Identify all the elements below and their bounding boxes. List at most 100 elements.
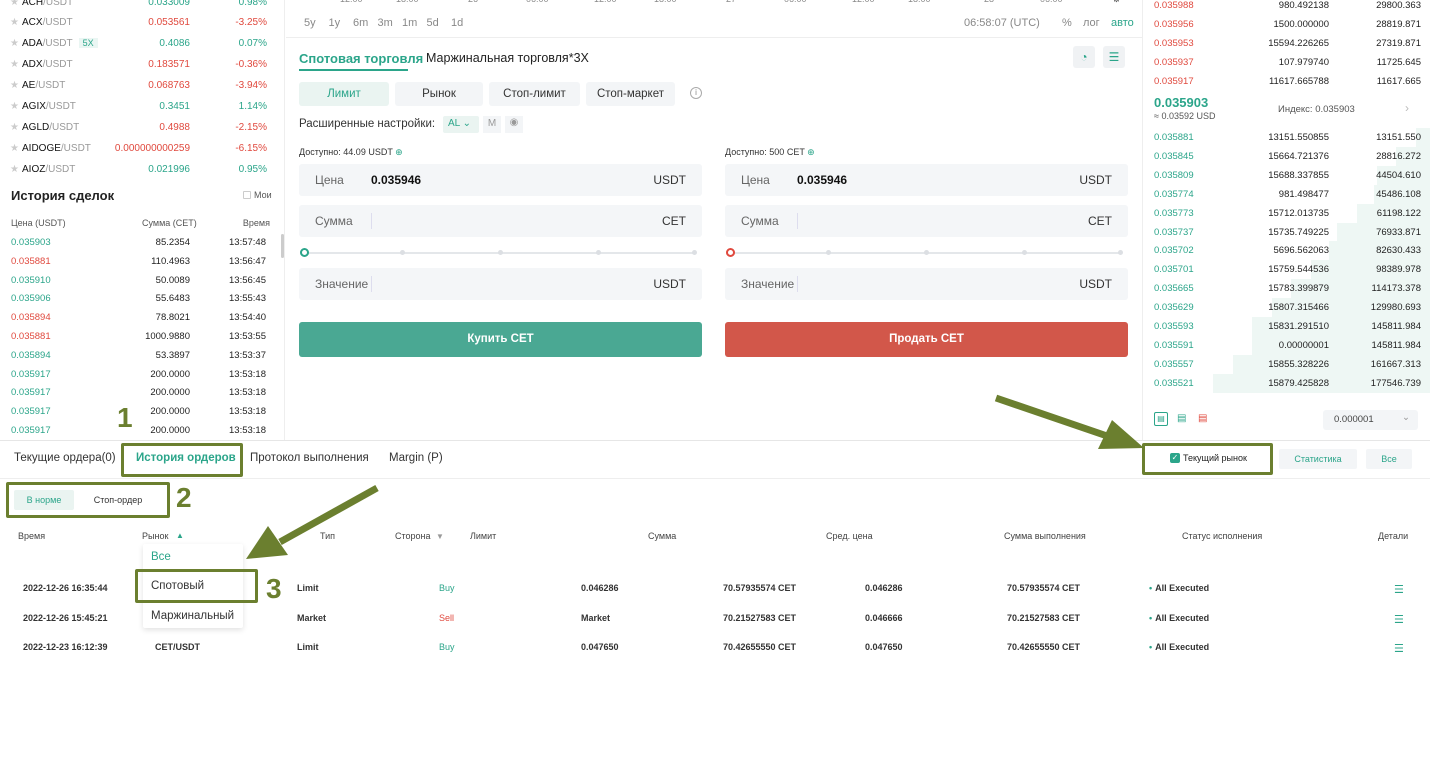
all-button[interactable]: Все bbox=[1366, 449, 1412, 469]
star-icon[interactable]: ★ bbox=[10, 163, 19, 175]
range-5y[interactable]: 5y bbox=[304, 17, 316, 29]
ask-row[interactable]: 0.035937 107.979740 11725.645 bbox=[1143, 53, 1430, 72]
plus-circle-icon[interactable]: ⊕ bbox=[395, 147, 403, 157]
market-row[interactable]: ★ AIDOGE/USDT 0.000000000259 -6.15% bbox=[0, 138, 280, 158]
tab-spot[interactable]: Спотовая торговля bbox=[299, 51, 424, 66]
bid-row[interactable]: 0.035702 5696.562063 82630.433 bbox=[1143, 241, 1430, 261]
bid-row[interactable]: 0.035593 15831.291510 145811.984 bbox=[1143, 317, 1430, 336]
plus-circle-icon[interactable]: ⊕ bbox=[807, 147, 815, 157]
bid-row[interactable]: 0.035774 981.498477 45486.108 bbox=[1143, 184, 1430, 204]
buy-price-value[interactable]: 0.035946 bbox=[371, 173, 422, 187]
star-icon[interactable]: ★ bbox=[10, 121, 19, 133]
sell-button[interactable]: Продать CET bbox=[725, 322, 1128, 357]
chevron-right-icon[interactable]: › bbox=[1405, 101, 1409, 115]
star-icon[interactable]: ★ bbox=[10, 80, 19, 92]
sell-value-field[interactable]: Значение USDT bbox=[725, 268, 1128, 300]
sell-price-field[interactable]: Цена 0.035946 USDT bbox=[725, 164, 1128, 196]
buy-price-field[interactable]: Цена 0.035946 USDT bbox=[299, 164, 702, 196]
sell-price-value[interactable]: 0.035946 bbox=[797, 173, 848, 187]
auto-toggle[interactable]: авто bbox=[1111, 17, 1134, 29]
type-stop-limit[interactable]: Стоп-лимит bbox=[489, 82, 580, 106]
buy-amount-field[interactable]: Сумма CET bbox=[299, 205, 702, 237]
market-row[interactable]: ★ ACH/USDT 0.033009 0.98% bbox=[0, 0, 280, 12]
range-5d[interactable]: 5d bbox=[426, 17, 439, 29]
col-header[interactable]: Сторона bbox=[395, 531, 431, 541]
details-list-icon[interactable]: ☰ bbox=[1394, 584, 1404, 596]
range-3m[interactable]: 3m bbox=[377, 17, 393, 29]
details-list-icon[interactable]: ☰ bbox=[1394, 613, 1404, 626]
market-row[interactable]: ★ ADX/USDT 0.183571 -0.36% bbox=[0, 55, 280, 75]
adv-m-toggle[interactable]: M bbox=[483, 116, 501, 133]
bid-row[interactable]: 0.035809 15688.337855 44504.610 bbox=[1143, 165, 1430, 185]
ask-row[interactable]: 0.035988 980.492138 29800.363 bbox=[1143, 0, 1430, 15]
stats-button[interactable]: Статистика bbox=[1279, 449, 1357, 469]
adv-al-select[interactable]: AL ⌄ bbox=[443, 116, 479, 133]
ask-row[interactable]: 0.035953 15594.226265 27319.871 bbox=[1143, 34, 1430, 53]
star-icon[interactable]: ★ bbox=[10, 17, 19, 29]
dropdown-option-spot[interactable]: Спотовый bbox=[151, 580, 205, 592]
market-row[interactable]: ★ AGLD/USDT 0.4988 -2.15% bbox=[0, 117, 280, 137]
bid-row[interactable]: 0.035591 0.00000001 145811.984 bbox=[1143, 335, 1430, 355]
col-header[interactable]: Рынок bbox=[142, 531, 169, 541]
range-1m[interactable]: 1m bbox=[402, 17, 418, 29]
tab-margin-p[interactable]: Margin (P) bbox=[389, 452, 443, 464]
subtab-stop-order[interactable]: Стоп-ордер bbox=[93, 495, 143, 505]
bid-row[interactable]: 0.035665 15783.399879 114173.378 bbox=[1143, 279, 1430, 299]
star-icon[interactable]: ★ bbox=[10, 101, 19, 112]
star-icon[interactable]: ★ bbox=[10, 142, 19, 154]
bid-row[interactable]: 0.035521 15879.425828 177546.739 bbox=[1143, 373, 1430, 393]
bid-row[interactable]: 0.035881 13151.550855 13151.550 bbox=[1143, 128, 1430, 147]
pie-chart-icon[interactable]: ◔ bbox=[1073, 46, 1095, 68]
sort-up-icon[interactable]: ▲ bbox=[176, 531, 184, 540]
tab-order-history[interactable]: История ордеров bbox=[136, 452, 236, 464]
market-row[interactable]: ★ AGIX/USDT 0.3451 1.14% bbox=[0, 97, 280, 117]
precision-select[interactable]: 0.000001 ⌄ bbox=[1323, 410, 1418, 430]
scrollbar[interactable] bbox=[281, 234, 284, 258]
range-6m[interactable]: 6m bbox=[353, 17, 369, 29]
market-row[interactable]: ★ ADA/USDT 5X 0.4086 0.07% bbox=[0, 34, 280, 54]
sell-amount-field[interactable]: Сумма CET bbox=[725, 205, 1128, 237]
star-icon[interactable]: ★ bbox=[10, 59, 19, 71]
tab-execution-log[interactable]: Протокол выполнения bbox=[250, 452, 369, 464]
ask-row[interactable]: 0.035956 1500.000000 28819.871 bbox=[1143, 15, 1430, 34]
sliders-icon[interactable]: ☰ bbox=[1103, 46, 1125, 68]
sell-slider[interactable] bbox=[726, 248, 1123, 257]
star-icon[interactable]: ★ bbox=[10, 38, 19, 50]
buy-button[interactable]: Купить CET bbox=[299, 322, 702, 357]
sell-slider-handle[interactable] bbox=[726, 248, 735, 257]
range-1d[interactable]: 1d bbox=[451, 17, 464, 29]
log-toggle[interactable]: лог bbox=[1083, 17, 1100, 29]
eye-icon[interactable]: ◉ bbox=[505, 116, 523, 133]
dropdown-option-all[interactable]: Все bbox=[151, 551, 171, 563]
dropdown-option-margin[interactable]: Маржинальный bbox=[151, 610, 235, 622]
settings-icon[interactable]: ⚙ bbox=[1112, 0, 1121, 5]
bid-row[interactable]: 0.035773 15712.013735 61198.122 bbox=[1143, 203, 1430, 223]
bid-row[interactable]: 0.035701 15759.544536 98389.978 bbox=[1143, 260, 1430, 280]
type-stop-market[interactable]: Стоп-маркет bbox=[586, 82, 675, 106]
bid-row[interactable]: 0.035557 15855.328226 161667.313 bbox=[1143, 354, 1430, 374]
bid-row[interactable]: 0.035845 15664.721376 28816.272 bbox=[1143, 146, 1430, 166]
type-limit[interactable]: Лимит bbox=[299, 82, 389, 106]
book-bids-icon[interactable]: ▤ bbox=[1177, 413, 1187, 424]
bid-row[interactable]: 0.035737 15735.749225 76933.871 bbox=[1143, 222, 1430, 242]
ask-row[interactable]: 0.035917 11617.665788 11617.665 bbox=[1143, 72, 1430, 91]
buy-value-field[interactable]: Значение USDT bbox=[299, 268, 702, 300]
market-row[interactable]: ★ ACX/USDT 0.053561 -3.25% bbox=[0, 13, 280, 33]
type-market[interactable]: Рынок bbox=[395, 82, 483, 106]
book-both-icon[interactable]: ▤ bbox=[1154, 412, 1168, 426]
details-list-icon[interactable]: ☰ bbox=[1394, 643, 1404, 656]
star-icon[interactable]: ★ bbox=[10, 0, 19, 8]
subtab-normal[interactable]: В норме bbox=[14, 490, 74, 510]
buy-slider-handle[interactable] bbox=[300, 248, 309, 257]
buy-slider[interactable] bbox=[300, 248, 697, 257]
range-1y[interactable]: 1y bbox=[328, 17, 341, 29]
market-row[interactable]: ★ AIOZ/USDT 0.021996 0.95% bbox=[0, 159, 280, 178]
mine-checkbox[interactable] bbox=[243, 191, 251, 199]
tab-margin[interactable]: Маржинальная торговля*3X bbox=[426, 51, 589, 65]
tab-current-orders[interactable]: Текущие ордера(0) bbox=[14, 452, 116, 464]
info-icon[interactable]: i bbox=[690, 87, 702, 99]
book-asks-icon[interactable]: ▤ bbox=[1198, 413, 1208, 424]
percent-toggle[interactable]: % bbox=[1062, 17, 1072, 29]
checkbox-checked-icon[interactable]: ✓ bbox=[1170, 453, 1180, 463]
filter-down-icon[interactable]: ▼ bbox=[436, 532, 444, 541]
